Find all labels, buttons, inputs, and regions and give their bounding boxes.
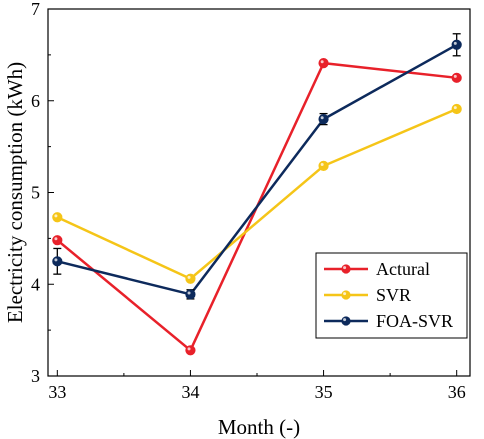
series-foa-svr xyxy=(52,33,462,300)
series-layer xyxy=(52,33,462,356)
y-tick-label: 6 xyxy=(31,91,40,111)
data-point-highlight xyxy=(54,214,58,218)
x-tick-label: 35 xyxy=(315,382,333,402)
data-point-actural xyxy=(185,345,196,356)
legend-swatch-highlight xyxy=(343,266,347,270)
legend-swatch-highlight xyxy=(343,292,347,296)
data-point-foa-svr xyxy=(185,289,196,300)
y-tick-label: 7 xyxy=(31,0,40,19)
y-axis: 3 4 5 6 7 xyxy=(31,0,54,386)
legend-item-svr: SVR xyxy=(324,285,411,305)
data-point-svr xyxy=(185,273,196,284)
data-point-highlight xyxy=(453,74,457,78)
legend-swatch-marker xyxy=(341,264,351,274)
data-point-highlight xyxy=(187,275,191,279)
data-point-highlight xyxy=(187,291,191,295)
data-point-highlight xyxy=(453,41,457,45)
x-tick-label: 36 xyxy=(448,382,466,402)
data-point-foa-svr xyxy=(318,114,329,125)
data-point-svr xyxy=(451,103,462,115)
y-tick-label: 3 xyxy=(31,366,40,386)
y-tick-label: 5 xyxy=(31,183,40,203)
y-tick-label: 4 xyxy=(31,274,40,294)
legend-label: FOA-SVR xyxy=(376,311,453,331)
data-point-actural xyxy=(451,72,462,83)
data-point-svr xyxy=(318,160,329,171)
legend-item-foa-svr: FOA-SVR xyxy=(324,311,453,331)
data-point-foa-svr xyxy=(52,256,63,267)
data-point-actural xyxy=(52,235,63,246)
legend-swatch-marker xyxy=(341,290,351,300)
legend-swatch-marker xyxy=(341,316,351,326)
data-point-highlight xyxy=(320,116,324,120)
x-axis-title: Month (-) xyxy=(218,415,300,439)
data-point-highlight xyxy=(54,258,58,262)
series-line-svr xyxy=(56,107,458,280)
legend-item-actural: Actural xyxy=(324,259,430,279)
legend-label: Actural xyxy=(376,259,430,279)
x-tick-label: 34 xyxy=(181,382,199,402)
data-point-highlight xyxy=(320,162,324,166)
data-point-actural xyxy=(318,58,329,69)
data-point-highlight xyxy=(453,106,457,110)
data-point-highlight xyxy=(320,60,324,64)
legend-label: SVR xyxy=(376,285,411,305)
data-point-foa-svr xyxy=(451,39,462,50)
legend-swatch-highlight xyxy=(343,318,347,322)
data-point-highlight xyxy=(54,237,58,241)
x-axis: 33 34 35 36 xyxy=(48,370,466,402)
data-point-highlight xyxy=(187,347,191,351)
x-tick-label: 33 xyxy=(48,382,66,402)
data-point-svr xyxy=(52,212,63,223)
y-axis-title: Electricity consumption (kWh) xyxy=(3,62,27,323)
series-line-foa-svr xyxy=(57,43,458,296)
series-svr xyxy=(52,103,462,284)
legend: Actural SVR FOA-SVR xyxy=(315,252,468,339)
